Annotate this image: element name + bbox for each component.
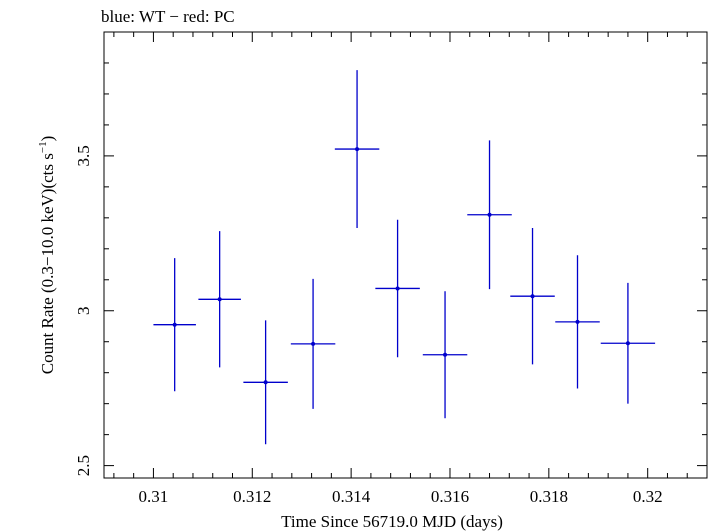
data-marker bbox=[443, 352, 448, 357]
data-marker bbox=[487, 212, 492, 217]
data-point bbox=[198, 231, 241, 368]
data-point bbox=[422, 291, 468, 419]
data-point bbox=[600, 282, 656, 404]
x-tick-label: 0.32 bbox=[633, 487, 663, 506]
x-tick-label: 0.318 bbox=[530, 487, 568, 506]
data-marker bbox=[217, 297, 222, 302]
x-tick-label: 0.312 bbox=[233, 487, 271, 506]
data-marker bbox=[575, 319, 580, 324]
data-point bbox=[290, 278, 336, 409]
data-marker bbox=[395, 286, 400, 291]
data-marker bbox=[625, 341, 630, 346]
data-marker bbox=[355, 147, 360, 152]
data-marker bbox=[311, 341, 316, 346]
data-marker bbox=[263, 380, 268, 385]
data-marker bbox=[172, 322, 177, 327]
data-point bbox=[153, 258, 196, 392]
x-tick-label: 0.316 bbox=[431, 487, 469, 506]
x-tick-label: 0.314 bbox=[332, 487, 371, 506]
data-point bbox=[555, 255, 600, 389]
y-axis-label-exponent: −1 bbox=[37, 141, 49, 153]
y-tick-label: 3 bbox=[74, 307, 93, 316]
chart-title: blue: WT − red: PC bbox=[101, 7, 235, 26]
data-point bbox=[510, 228, 555, 365]
x-tick-label: 0.31 bbox=[139, 487, 169, 506]
y-axis-label-close: ) bbox=[38, 136, 57, 142]
y-axis-label-main: Count Rate (0.3−10.0 keV)(cts s bbox=[38, 153, 57, 374]
data-point bbox=[334, 70, 380, 229]
data-point bbox=[467, 140, 512, 290]
axis-ticks: 0.31 0.312 0.314 0.316 0.318 0.32 2.5 3 3.5 bbox=[74, 31, 708, 506]
data-point bbox=[375, 219, 420, 358]
y-axis-label: Count Rate (0.3−10.0 keV)(cts s−1) bbox=[37, 136, 57, 375]
plot-frame bbox=[103, 31, 708, 479]
y-tick-label: 2.5 bbox=[74, 455, 93, 476]
x-axis-label: Time Since 56719.0 MJD (days) bbox=[281, 512, 503, 531]
y-tick-label: 3.5 bbox=[74, 145, 93, 166]
data-point bbox=[243, 320, 288, 445]
data-marker bbox=[530, 294, 535, 299]
data-series bbox=[153, 70, 656, 445]
